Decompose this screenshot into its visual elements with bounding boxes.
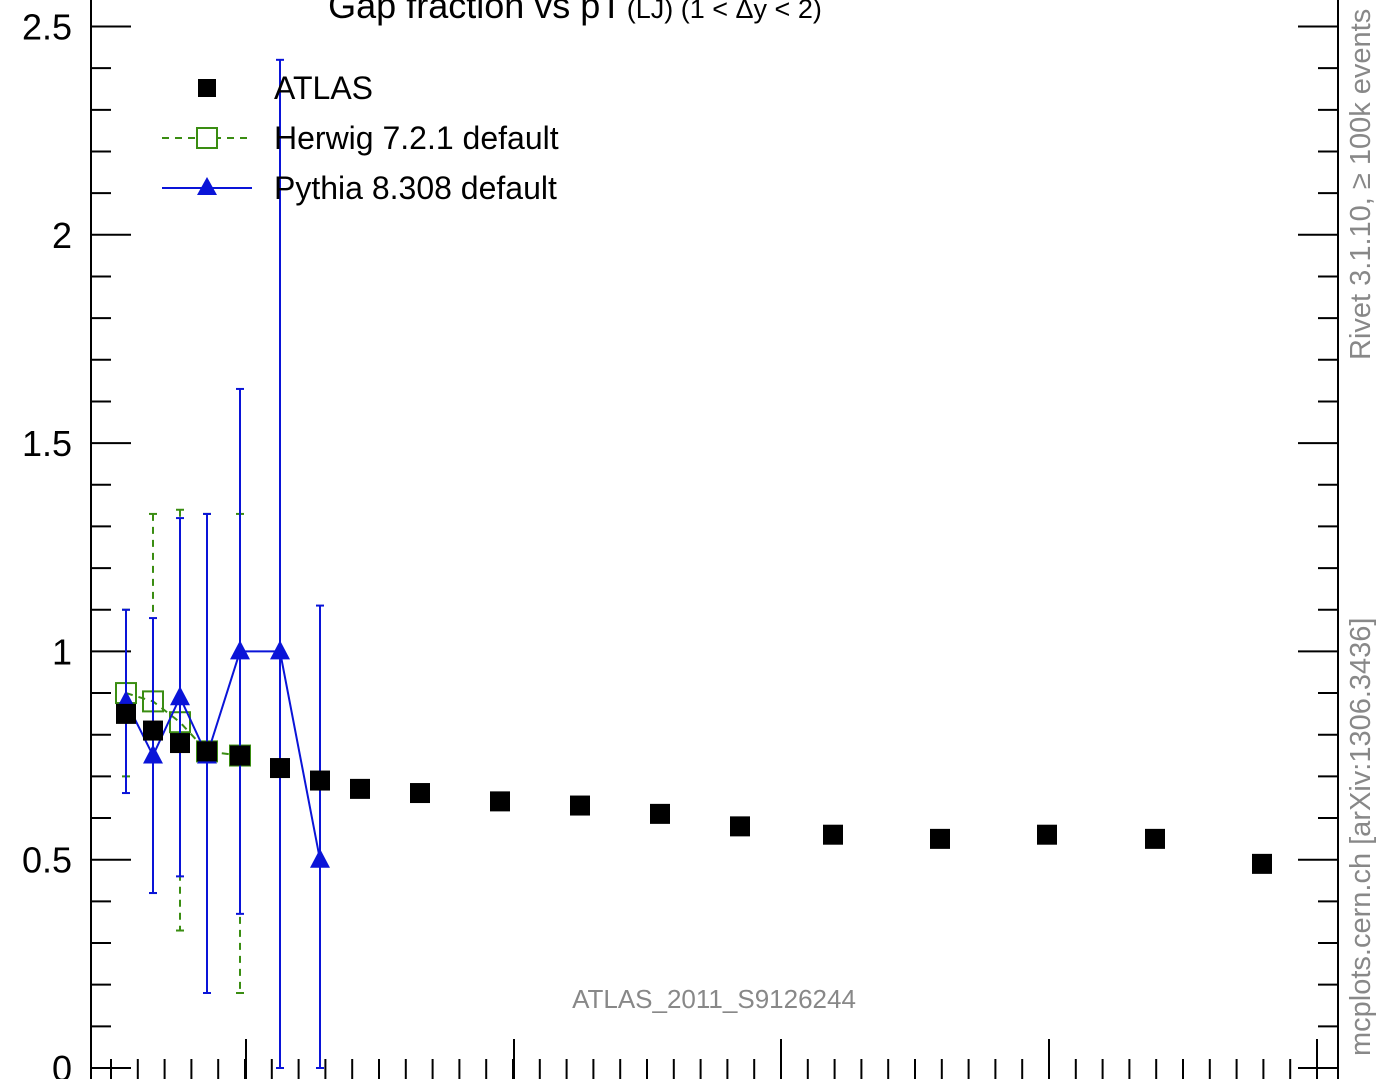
legend-marker-pythia: [197, 177, 217, 195]
atlas-point: [197, 741, 217, 762]
y-tick-label: 2: [52, 215, 72, 256]
series-pythia: [116, 58, 330, 1069]
y-tick-label: 1: [52, 631, 72, 672]
legend-label-atlas: ATLAS: [274, 70, 373, 106]
pythia-point: [170, 686, 190, 706]
legend-label-herwig: Herwig 7.2.1 default: [274, 120, 559, 156]
atlas-point: [823, 824, 843, 845]
atlas-point: [650, 803, 670, 824]
y-axis-tick-labels: 0 0.5 1 1.5 2 2.5: [22, 7, 72, 1079]
title-delta: Δy < 2): [736, 0, 822, 24]
watermark: ATLAS_2011_S9126244: [572, 984, 856, 1014]
atlas-point: [410, 783, 430, 804]
x-axis-ticks: [110, 1039, 1318, 1079]
atlas-point: [170, 733, 190, 754]
mcplots-label: mcplots.cern.ch [arXiv:1306.3436]: [1345, 617, 1377, 1056]
atlas-point: [490, 791, 510, 812]
chart-title: Gap fraction vs pT (LJ) (1 < Δy < 2): [328, 0, 822, 26]
pythia-point: [230, 640, 250, 660]
pythia-point: [143, 744, 163, 764]
title-small: (LJ) (1 <: [627, 0, 736, 24]
legend-marker-atlas: [198, 79, 216, 97]
legend-marker-herwig: [196, 127, 218, 149]
y-tick-label: 0.5: [22, 840, 72, 881]
y-axis-ticks: [91, 25, 1338, 1069]
atlas-point: [270, 758, 290, 779]
atlas-point: [570, 795, 590, 816]
atlas-point: [143, 720, 163, 741]
atlas-point: [1145, 828, 1165, 849]
atlas-point: [230, 745, 250, 766]
atlas-point: [310, 770, 330, 791]
pythia-point: [270, 640, 290, 660]
rivet-label: Rivet 3.1.10, ≥ 100k events: [1345, 8, 1377, 360]
atlas-point: [730, 816, 750, 837]
atlas-point: [1037, 824, 1057, 845]
atlas-point: [116, 703, 136, 724]
atlas-point: [1252, 853, 1272, 874]
pythia-point: [310, 848, 330, 868]
series-atlas: [116, 703, 1272, 874]
legend: ATLAS Herwig 7.2.1 default Pythia 8.308 …: [162, 70, 559, 206]
plot-frame: [90, 0, 1339, 1079]
legend-label-pythia: Pythia 8.308 default: [274, 170, 557, 206]
y-tick-label: 0: [52, 1048, 72, 1079]
atlas-point: [930, 828, 950, 849]
y-tick-label: 1.5: [22, 423, 72, 464]
atlas-point: [350, 778, 370, 799]
y-tick-label: 2.5: [22, 7, 72, 48]
title-main: Gap fraction vs pT: [328, 0, 622, 26]
